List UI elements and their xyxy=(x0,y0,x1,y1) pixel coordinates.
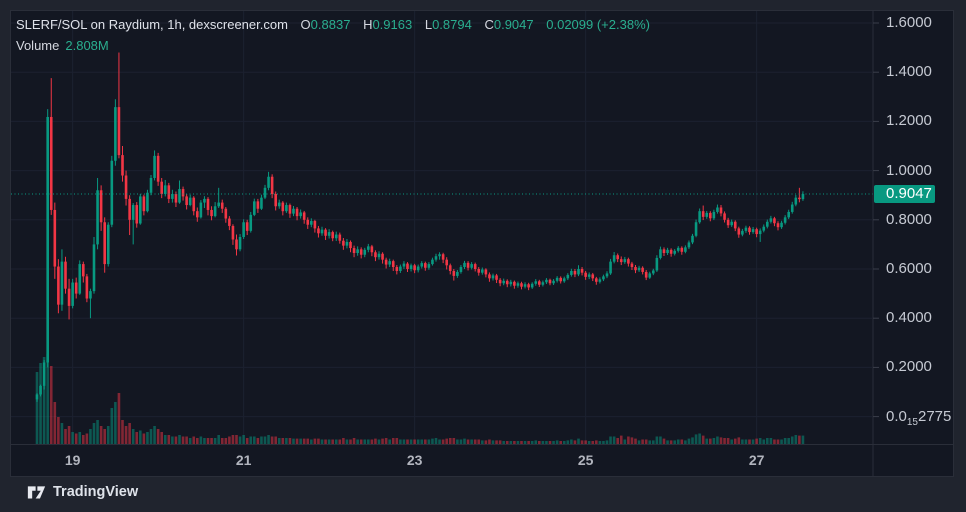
symbol-title[interactable]: SLERF/SOL on Raydium, 1h, dexscreener.co… xyxy=(16,17,288,32)
legend-row-volume: Volume 2.808M xyxy=(16,35,650,56)
time-axis-label: 27 xyxy=(748,452,765,468)
tradingview-attribution[interactable]: TradingView xyxy=(27,484,138,500)
tradingview-logo-icon xyxy=(27,486,46,499)
price-axis-label: 0.2000 xyxy=(886,358,932,376)
price-axis-label: 1.6000 xyxy=(886,14,932,31)
time-axis-label: 21 xyxy=(235,452,252,468)
time-axis-label: 25 xyxy=(577,452,594,468)
price-axis-label: 0.4000 xyxy=(886,309,932,327)
ohlc-open: O0.8837 xyxy=(300,17,351,32)
ohlc-close: C0.9047 xyxy=(484,17,534,32)
volume-value: 2.808M xyxy=(65,38,109,53)
time-axis-label: 19 xyxy=(64,452,81,468)
price-axis-label: 0.8000 xyxy=(886,210,932,228)
ohlc-change: 0.02099 (+2.38%) xyxy=(546,17,650,32)
ohlc-high: H0.9163 xyxy=(363,17,413,32)
ohlc-low: L0.8794 xyxy=(424,17,472,32)
time-axis-label: 23 xyxy=(406,452,423,468)
price-axis-label: 1.2000 xyxy=(886,112,932,130)
volume-label: Volume xyxy=(16,38,60,53)
last-price-label: 0.9047 xyxy=(874,185,935,204)
price-axis[interactable]: 1.6000 1.4000 1.2000 1.0000 0.8000 0.6000 0.40… xyxy=(874,10,954,444)
tradingview-brand-text: TradingView xyxy=(53,484,139,500)
chart-legend: SLERF/SOL on Raydium, 1h, dexscreener.co… xyxy=(16,14,650,56)
price-axis-label: 0.6000 xyxy=(886,260,932,277)
price-axis-label: 0.0152775 xyxy=(886,407,952,428)
chart-widget-frame xyxy=(10,10,954,477)
price-axis-label: 1.0000 xyxy=(886,161,932,179)
legend-row-symbol: SLERF/SOL on Raydium, 1h, dexscreener.co… xyxy=(16,14,650,35)
price-axis-label: 1.4000 xyxy=(886,63,932,81)
time-axis[interactable]: 19 21 23 25 27 xyxy=(10,445,873,477)
